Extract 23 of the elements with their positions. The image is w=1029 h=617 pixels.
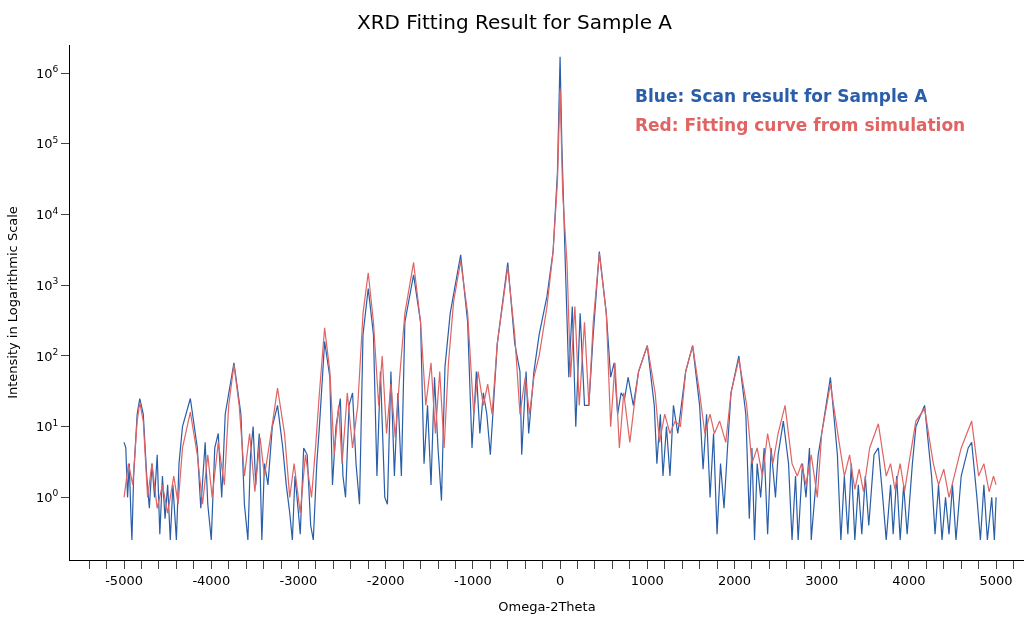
- text: Red: Fitting curve from simulation: [635, 115, 966, 135]
- text: Blue: Scan result for Sample A: [635, 86, 929, 106]
- x-tick-label: 2000: [717, 572, 752, 588]
- x-tick-label: -5000: [105, 572, 143, 588]
- x-tick-label: -4000: [192, 572, 231, 588]
- y-tick-label: 10$^{3}$: [36, 276, 59, 293]
- y-tick-label: 10$^{4}$: [36, 205, 59, 223]
- x-tick-label: -2000: [366, 572, 405, 588]
- chart-title: XRD Fitting Result for Sample A: [357, 10, 673, 35]
- y-axis-title: Intensity in Logarithmic Scale: [5, 206, 21, 399]
- x-axis-title: Omega-2Theta: [498, 599, 596, 615]
- x-tick-label: -3000: [279, 572, 318, 588]
- y-tick-label: 10$^{2}$: [36, 347, 59, 364]
- y-tick-label: 10$^{0}$: [36, 488, 59, 505]
- x-tick-label: 0: [555, 572, 565, 588]
- x-tick-label: 5000: [979, 572, 1013, 588]
- y-tick-label: 10$^{1}$: [36, 417, 59, 435]
- y-tick-label: 10$^{6}$: [36, 64, 59, 81]
- x-tick-label: 4000: [892, 572, 926, 588]
- x-tick-label: -1000: [453, 572, 492, 588]
- y-tick-label: 10$^{5}$: [36, 134, 59, 152]
- x-tick-label: 1000: [630, 572, 664, 588]
- x-tick-label: 3000: [805, 572, 839, 588]
